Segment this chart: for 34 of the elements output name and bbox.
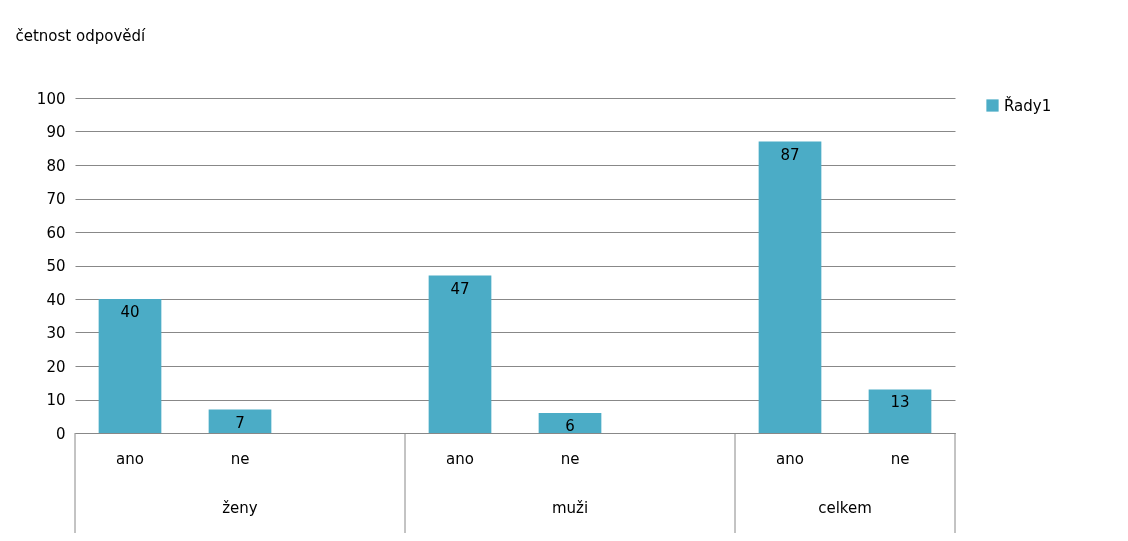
- legend-label: Řady1: [1004, 95, 1052, 115]
- data-label: 47: [450, 279, 470, 298]
- data-label: 13: [890, 393, 910, 412]
- y-tick-label: 80: [46, 156, 66, 175]
- y-tick-label: 30: [46, 324, 66, 342]
- text: celkem: [818, 499, 872, 517]
- x-tick-label: ano: [776, 449, 804, 468]
- y-axis-title: četnost odpovědí: [15, 26, 147, 45]
- bar: [868, 389, 932, 433]
- y-tick-label: 50: [46, 257, 66, 275]
- bar: [758, 141, 822, 433]
- data-label: 40: [120, 303, 140, 321]
- x-tick-label: ano: [116, 449, 144, 468]
- text: ženy: [222, 499, 258, 517]
- y-tick-label: 10: [46, 391, 66, 409]
- bar: [428, 275, 492, 433]
- bar: [208, 409, 272, 433]
- bar: [538, 412, 602, 433]
- data-label: 6: [565, 416, 575, 435]
- y-tick-label: 90: [46, 123, 66, 141]
- x-tick-label: ne: [560, 449, 580, 468]
- y-tick-label: 100: [36, 89, 66, 108]
- y-tick-label: 70: [46, 190, 66, 208]
- x-tick-label: ano: [446, 449, 474, 468]
- data-label: 7: [235, 413, 245, 432]
- y-tick-label: 20: [46, 357, 66, 376]
- y-tick-label: 40: [46, 290, 66, 309]
- data-label: 87: [780, 145, 800, 164]
- bar: [98, 299, 162, 433]
- y-tick-label: 0: [55, 424, 66, 443]
- x-tick-label: ne: [230, 449, 250, 468]
- x-tick-label: ne: [890, 449, 910, 468]
- y-tick-label: 60: [46, 223, 66, 242]
- text: muži: [551, 499, 589, 517]
